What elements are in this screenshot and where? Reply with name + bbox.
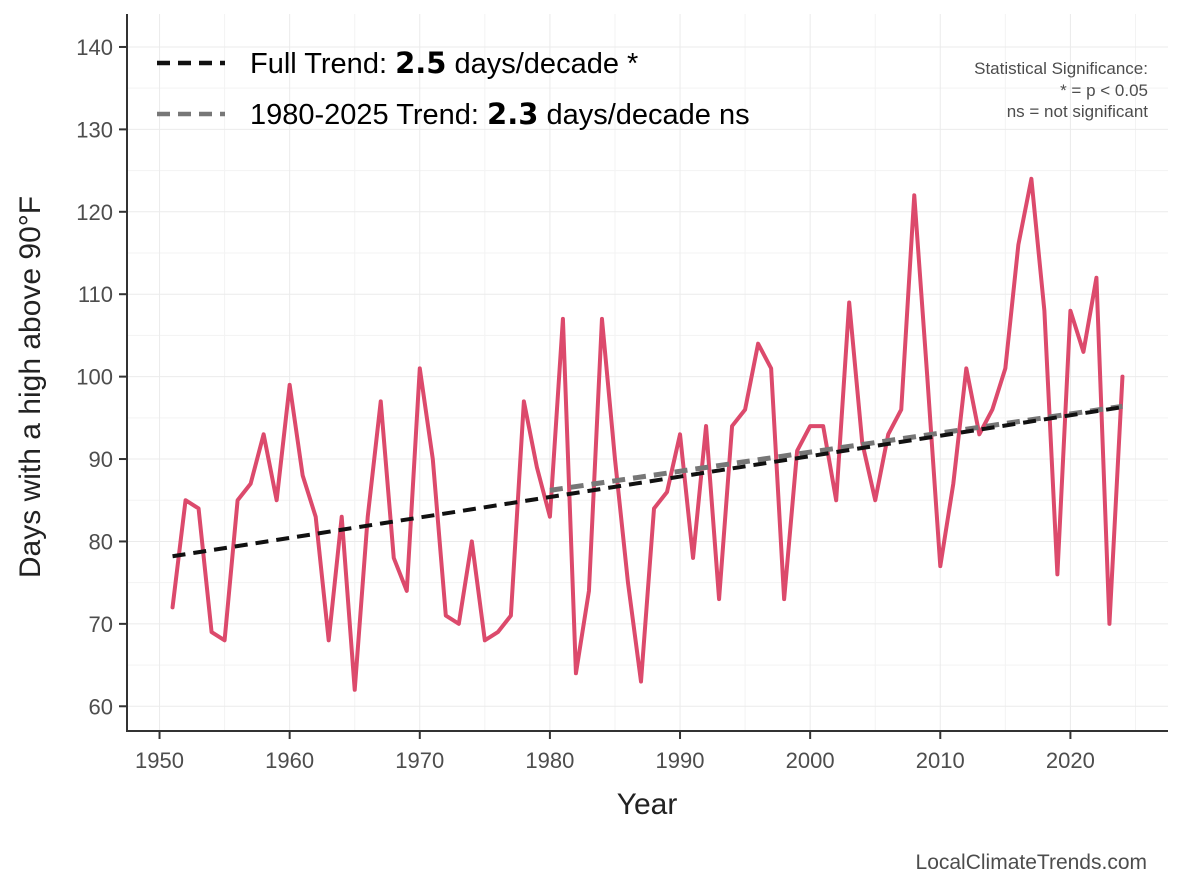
significance-note: Statistical Significance: * = p < 0.05 n… [974,59,1148,121]
data-series [170,176,1125,692]
y-tick-label-130: 130 [76,117,113,142]
credit-label: LocalClimateTrends.com [916,851,1147,874]
x-tick-label-1960: 1960 [265,748,314,773]
series-line-0 [170,176,1125,692]
y-tick-label-70: 70 [89,612,113,637]
significance-star: * = p < 0.05 [1060,81,1148,100]
y-tick-label-80: 80 [89,529,113,554]
x-tick-label-1970: 1970 [395,748,444,773]
x-tick-label-1990: 1990 [656,748,705,773]
trend-line-full [172,405,1123,559]
x-tick-label-1950: 1950 [135,748,184,773]
x-tick-label-2010: 2010 [916,748,965,773]
axes [126,14,1168,732]
x-tick-label-2020: 2020 [1046,748,1095,773]
legend: Full Trend: 2.5 days/decade * 1980-2025 … [157,46,750,131]
significance-ns: ns = not significant [1007,102,1149,121]
x-tick-label-2000: 2000 [786,748,835,773]
x-axis-ticks: 1950 1960 1970 1980 1990 2000 2010 2020 [135,731,1095,773]
trend-line-1980-2025 [549,403,1123,493]
significance-title: Statistical Significance: [974,59,1148,78]
y-tick-label-100: 100 [76,365,113,390]
y-tick-label-110: 110 [78,282,113,307]
y-axis-title: Days with a high above 90°F [14,196,47,578]
y-axis-ticks: 60 70 80 90 100 110 120 130 140 [76,35,127,719]
legend-label-full-trend: Full Trend: 2.5 days/decade * [250,46,638,80]
y-tick-label-60: 60 [89,694,113,719]
y-tick-label-90: 90 [89,447,113,472]
x-tick-label-1980: 1980 [525,748,574,773]
y-tick-label-120: 120 [76,200,113,225]
x-axis-title: Year [617,788,678,821]
trend-lines [172,403,1123,559]
y-tick-label-140: 140 [76,35,113,60]
legend-label-1980-trend: 1980-2025 Trend: 2.3 days/decade ns [250,97,750,131]
